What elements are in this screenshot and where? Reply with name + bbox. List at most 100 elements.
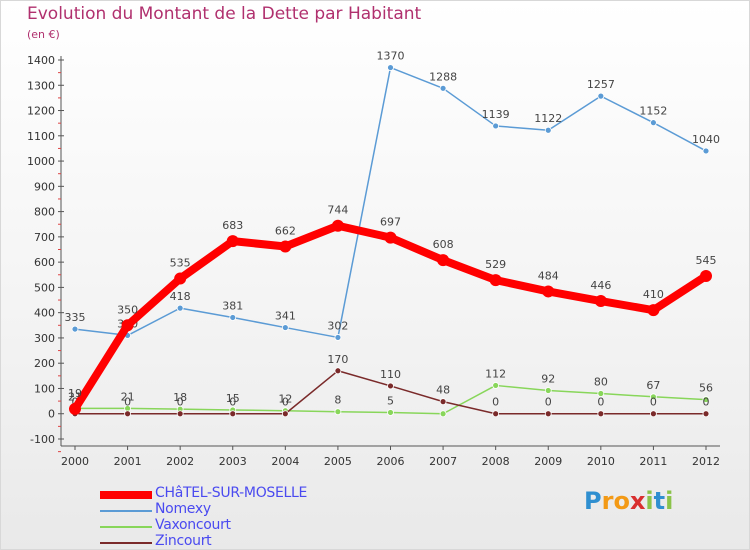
legend-label-nomexy: Nomexy [155, 501, 211, 517]
chart-subtitle: (en €) [27, 28, 60, 41]
data-label: 545 [696, 254, 717, 267]
x-tick-label: 2003 [219, 455, 247, 468]
data-point [174, 272, 187, 285]
data-label: 529 [485, 258, 506, 271]
legend-swatch-vaxoncourt [100, 526, 152, 528]
x-tick-label: 2001 [114, 455, 142, 468]
data-point [439, 398, 447, 406]
data-label: 341 [275, 310, 296, 323]
data-point [226, 235, 239, 248]
data-label: 535 [170, 257, 191, 270]
series-ch-tel-sur-moselle: 19 350 535 683 662 744 697 608 529 484 446 410 545 [68, 204, 717, 415]
data-label: 1040 [692, 133, 720, 146]
y-tick-label: 1000 [27, 155, 55, 168]
proxiti-logo: Proxiti [584, 487, 673, 515]
y-tick-label: 600 [34, 256, 55, 269]
y-tick-label: 500 [34, 281, 55, 294]
x-tick-label: 2011 [639, 455, 667, 468]
data-point [647, 304, 660, 317]
data-label: 18 [173, 391, 187, 404]
data-point [492, 122, 500, 130]
data-label: 0 [650, 396, 657, 409]
y-tick-label: 400 [34, 307, 55, 320]
data-label: 1288 [429, 70, 457, 83]
data-label: 0 [492, 396, 499, 409]
logo-letter: P [584, 487, 602, 515]
x-tick-label: 2007 [429, 455, 457, 468]
x-tick-label: 2008 [482, 455, 510, 468]
data-label: 662 [275, 224, 296, 237]
data-label: 112 [485, 367, 506, 380]
data-point [176, 410, 184, 418]
data-point [69, 402, 81, 415]
data-label: 12 [278, 393, 292, 406]
x-tick-label: 2012 [692, 455, 720, 468]
legend-swatch-zincourt [100, 542, 152, 544]
data-label: 683 [222, 219, 243, 232]
y-tick-label: 1100 [27, 130, 55, 143]
data-point [702, 147, 710, 155]
data-point [331, 219, 344, 232]
x-tick-label: 2000 [61, 455, 89, 468]
data-label: 446 [590, 279, 611, 292]
x-tick-label: 2005 [324, 455, 352, 468]
data-label: 92 [541, 372, 555, 385]
y-tick-label: 900 [34, 180, 55, 193]
x-tick-label: 2002 [166, 455, 194, 468]
logo-letter: x [629, 487, 646, 515]
data-point [281, 324, 289, 331]
data-label: 381 [222, 299, 243, 312]
data-label: 350 [117, 303, 138, 316]
data-label: 1139 [482, 108, 510, 121]
data-point [700, 270, 712, 283]
data-label: 335 [65, 311, 86, 324]
y-tick-label: 700 [34, 231, 55, 244]
legend-label-zincourt: Zincourt [155, 533, 212, 549]
data-point [542, 285, 555, 298]
data-point [176, 304, 184, 312]
data-label: 67 [646, 379, 660, 392]
y-tick-label: 800 [34, 206, 55, 219]
y-tick-label: 300 [34, 332, 55, 345]
legend-swatch-chatel [100, 491, 152, 499]
data-point [544, 410, 552, 418]
data-label: 0 [124, 396, 131, 409]
data-label: 0 [177, 396, 184, 409]
data-point [334, 334, 342, 341]
data-label: 410 [643, 288, 664, 301]
data-label: 1122 [534, 112, 562, 125]
logo-letter: t [653, 487, 666, 515]
data-point [702, 410, 710, 418]
data-label: 0 [703, 396, 710, 409]
data-point [387, 409, 394, 416]
data-point [279, 240, 292, 253]
series-line [71, 221, 710, 413]
y-tick-label: 100 [34, 382, 55, 395]
data-point [439, 410, 447, 418]
data-label: 80 [594, 376, 608, 389]
data-point [334, 367, 342, 375]
data-label: 48 [436, 384, 450, 397]
data-point [492, 410, 500, 418]
data-label: 8 [334, 394, 341, 407]
data-point [650, 393, 657, 401]
data-point [650, 410, 657, 418]
data-label: 15 [226, 392, 240, 405]
y-tick-label: -100 [30, 433, 55, 446]
data-point [71, 325, 79, 333]
data-label: 0 [229, 396, 236, 409]
legend-label-chatel: CHâTEL-SUR-MOSELLE [155, 485, 308, 501]
data-label: 1152 [639, 105, 667, 118]
data-point [229, 314, 237, 321]
data-point [597, 410, 605, 418]
y-tick-label: 200 [34, 357, 55, 370]
data-label: 110 [380, 368, 401, 381]
x-tick-label: 2010 [587, 455, 615, 468]
data-point [597, 390, 605, 397]
x-tick-label: 2009 [534, 455, 562, 468]
series-nomexy: 3353104183813413021370128811391122125711… [65, 50, 720, 341]
y-tick-label: 1400 [27, 54, 55, 67]
data-point [229, 410, 237, 418]
